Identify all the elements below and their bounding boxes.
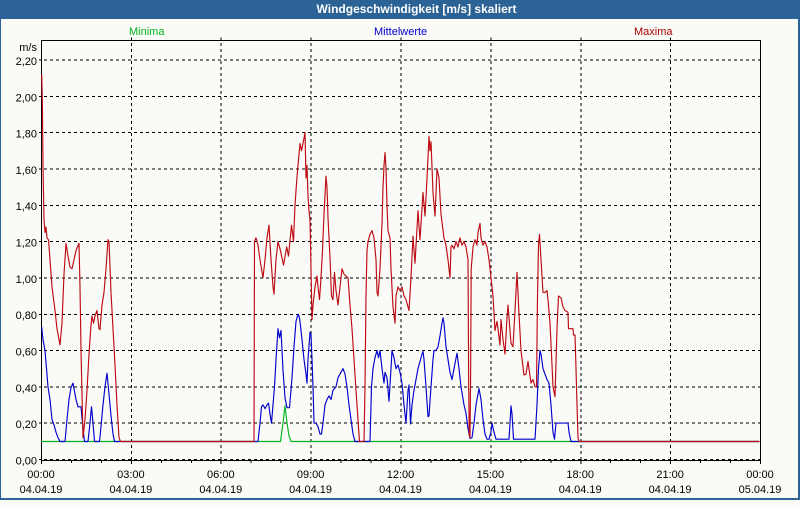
svg-text:0,80: 0,80: [16, 310, 37, 322]
svg-text:04.04.19: 04.04.19: [379, 484, 422, 496]
svg-text:1,40: 1,40: [16, 201, 37, 213]
svg-text:03:00: 03:00: [117, 469, 145, 481]
svg-text:09:00: 09:00: [297, 469, 325, 481]
svg-text:2,20: 2,20: [16, 56, 37, 68]
svg-text:05.04.19: 05.04.19: [739, 484, 782, 496]
svg-text:1,20: 1,20: [16, 238, 37, 250]
svg-text:0,20: 0,20: [16, 419, 37, 431]
svg-text:00:00: 00:00: [746, 469, 774, 481]
svg-text:04.04.19: 04.04.19: [649, 484, 692, 496]
svg-text:15:00: 15:00: [477, 469, 505, 481]
svg-text:0,60: 0,60: [16, 347, 37, 359]
svg-text:00:00: 00:00: [27, 469, 55, 481]
svg-text:04.04.19: 04.04.19: [199, 484, 242, 496]
svg-text:m/s: m/s: [19, 42, 37, 54]
svg-text:04.04.19: 04.04.19: [469, 484, 512, 496]
svg-text:18:00: 18:00: [566, 469, 594, 481]
svg-text:1,80: 1,80: [16, 129, 37, 141]
svg-text:04.04.19: 04.04.19: [559, 484, 602, 496]
svg-text:0,40: 0,40: [16, 383, 37, 395]
svg-text:12:00: 12:00: [387, 469, 415, 481]
svg-text:0,00: 0,00: [16, 455, 37, 467]
svg-text:04.04.19: 04.04.19: [20, 484, 63, 496]
svg-text:2,00: 2,00: [16, 92, 37, 104]
svg-text:06:00: 06:00: [207, 469, 235, 481]
svg-text:1,00: 1,00: [16, 274, 37, 286]
svg-text:1,60: 1,60: [16, 165, 37, 177]
svg-text:21:00: 21:00: [656, 469, 684, 481]
svg-text:04.04.19: 04.04.19: [289, 484, 332, 496]
svg-text:04.04.19: 04.04.19: [109, 484, 152, 496]
